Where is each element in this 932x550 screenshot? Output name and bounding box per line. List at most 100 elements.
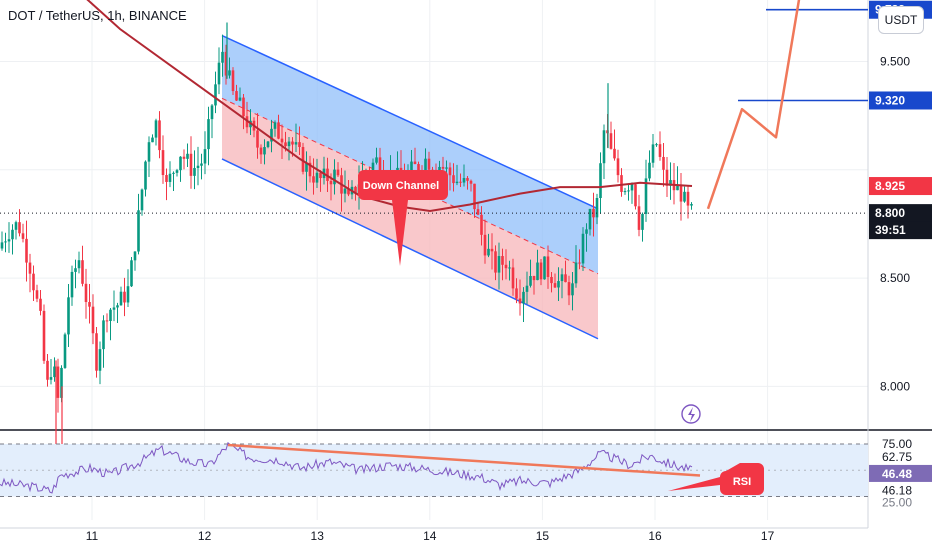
lightning-icon	[681, 404, 701, 424]
candle	[427, 151, 431, 172]
candle-body	[588, 208, 592, 230]
candle	[637, 194, 641, 237]
candle	[91, 294, 95, 345]
candle-body	[235, 91, 238, 101]
candle-body	[637, 206, 641, 230]
rsi-callout	[668, 463, 764, 495]
candle-body	[123, 291, 126, 303]
candle-body	[546, 256, 550, 277]
candle	[46, 353, 49, 387]
candle	[84, 268, 88, 319]
candle	[35, 284, 39, 303]
candle-body	[308, 162, 312, 177]
candle	[203, 131, 207, 175]
candle-body	[287, 141, 291, 147]
time-tick-label: 12	[198, 529, 212, 543]
down-channel-label: Down Channel	[363, 180, 439, 192]
candle	[469, 179, 473, 192]
candle	[627, 185, 630, 201]
candle-body	[343, 188, 347, 194]
candle-body	[651, 144, 655, 163]
candle-body	[11, 229, 14, 240]
candle-body	[4, 241, 7, 243]
candle	[259, 144, 263, 164]
candle	[28, 253, 32, 293]
candle	[235, 84, 238, 102]
candle	[81, 245, 84, 287]
candle-body	[504, 264, 508, 269]
candle-body	[270, 128, 273, 142]
candle-body	[641, 213, 644, 230]
candle-body	[574, 262, 578, 284]
candle	[273, 120, 277, 137]
candle-body	[522, 291, 525, 304]
candle	[648, 150, 651, 182]
candle	[123, 277, 126, 317]
candle	[494, 245, 497, 281]
candle-body	[501, 256, 504, 265]
symbol-title[interactable]: DOT / TetherUS, 1h, BINANCE	[8, 8, 187, 23]
candle	[231, 67, 235, 95]
candle-body	[424, 158, 427, 171]
candle-body	[14, 222, 18, 230]
candle	[102, 315, 105, 368]
candle	[287, 137, 291, 161]
currency-button[interactable]: USDT	[878, 6, 924, 34]
candle-body	[417, 164, 420, 171]
candle-body	[39, 298, 42, 311]
rsi-ma-label: 46.18	[882, 483, 912, 497]
candle	[480, 206, 483, 246]
candle-body	[228, 70, 231, 76]
candle	[14, 220, 18, 240]
candle-body	[63, 334, 67, 368]
candle-body	[511, 267, 515, 289]
candle-body	[508, 267, 511, 269]
candle	[333, 159, 336, 195]
rsi-value-label: 46.48	[882, 467, 912, 481]
candle-body	[609, 133, 613, 149]
candle-body	[189, 153, 193, 176]
candle	[413, 147, 417, 165]
candle	[459, 173, 462, 187]
candle-body	[655, 144, 658, 146]
candle-body	[375, 157, 378, 163]
candle-body	[158, 120, 161, 151]
candle-body	[105, 320, 109, 322]
candle	[676, 166, 679, 191]
candle	[599, 152, 602, 214]
candle	[312, 158, 315, 195]
candle	[88, 283, 91, 324]
candle	[70, 265, 74, 306]
candle	[214, 71, 217, 114]
candle-body	[130, 260, 133, 287]
candle	[683, 186, 686, 203]
candle-body	[291, 141, 294, 145]
candle	[525, 271, 529, 305]
candle-body	[28, 262, 32, 274]
candle-body	[144, 161, 147, 190]
candle-body	[319, 172, 322, 179]
rsi-tick-label: 25.00	[882, 495, 912, 509]
candle-body	[112, 307, 116, 310]
candle-body	[487, 248, 490, 256]
candle-body	[280, 138, 284, 143]
candle	[137, 193, 140, 255]
candle-body	[445, 167, 448, 169]
candle-body	[263, 147, 266, 155]
candle-body	[84, 283, 88, 303]
time-tick-label: 17	[761, 529, 775, 543]
candle-body	[284, 142, 287, 147]
candle-body	[77, 260, 81, 269]
candle	[522, 287, 525, 322]
candle	[49, 359, 53, 385]
candle-body	[627, 190, 630, 192]
candle	[116, 302, 119, 323]
last-price-label: 8.800	[875, 206, 905, 220]
candle-body	[515, 288, 518, 299]
candle	[4, 232, 7, 253]
candle	[63, 332, 67, 369]
candle	[270, 119, 273, 153]
ma-price-label-box	[869, 177, 932, 196]
candle	[571, 271, 574, 311]
